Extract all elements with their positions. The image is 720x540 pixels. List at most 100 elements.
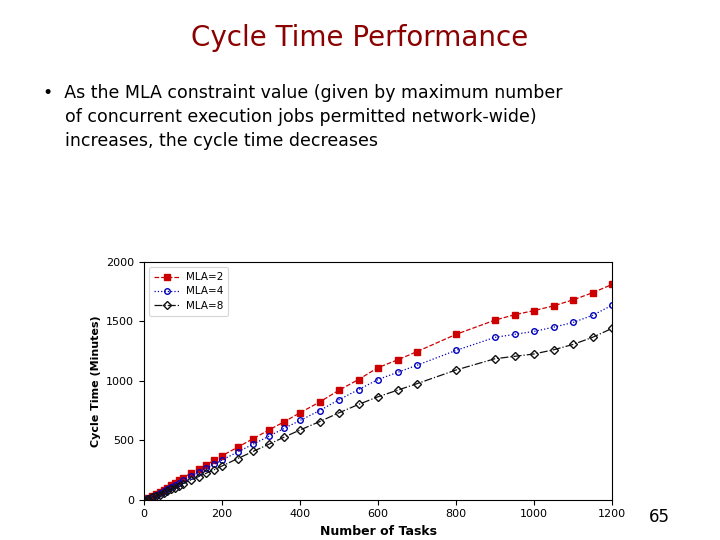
MLA=8 — [148, 494, 156, 501]
MLA=8 — [171, 484, 179, 491]
Text: 65: 65 — [649, 509, 670, 526]
MLA=2 — [491, 317, 500, 323]
MLA=2 — [588, 289, 597, 296]
MLA=4 — [148, 494, 156, 500]
MLA=4 — [171, 482, 179, 488]
MLA=4 — [186, 473, 195, 480]
MLA=4 — [143, 495, 152, 502]
Y-axis label: Cycle Time (Minutes): Cycle Time (Minutes) — [91, 315, 101, 447]
MLA=8 — [159, 490, 168, 496]
MLA=8 — [296, 427, 305, 433]
MLA=8 — [354, 401, 363, 408]
MLA=2 — [186, 470, 195, 477]
MLA=2 — [163, 484, 172, 491]
MLA=2 — [451, 331, 460, 338]
MLA=4 — [202, 465, 211, 471]
MLA=2 — [608, 281, 616, 288]
MLA=8 — [217, 463, 226, 469]
MLA=4 — [194, 469, 203, 475]
MLA=4 — [140, 496, 148, 503]
MLA=2 — [233, 444, 242, 450]
MLA=4 — [151, 492, 160, 498]
MLA=4 — [491, 334, 500, 341]
MLA=2 — [217, 453, 226, 459]
MLA=8 — [549, 347, 558, 353]
MLA=8 — [186, 477, 195, 483]
MLA=8 — [175, 482, 184, 489]
MLA=4 — [335, 396, 343, 403]
MLA=4 — [413, 362, 421, 368]
MLA=4 — [569, 319, 577, 326]
MLA=4 — [393, 369, 402, 376]
MLA=4 — [510, 331, 519, 338]
MLA=2 — [280, 418, 289, 425]
Line: MLA=2: MLA=2 — [141, 282, 615, 502]
MLA=2 — [179, 474, 187, 481]
MLA=2 — [171, 480, 179, 486]
X-axis label: Number of Tasks: Number of Tasks — [320, 525, 436, 538]
MLA=8 — [249, 448, 258, 455]
MLA=8 — [608, 325, 616, 332]
MLA=2 — [335, 387, 343, 394]
MLA=8 — [569, 341, 577, 348]
MLA=8 — [202, 470, 211, 476]
MLA=8 — [151, 492, 160, 499]
MLA=4 — [179, 477, 187, 483]
MLA=2 — [202, 462, 211, 468]
MLA=8 — [210, 467, 219, 473]
MLA=8 — [510, 353, 519, 360]
MLA=2 — [530, 307, 539, 314]
MLA=8 — [530, 351, 539, 357]
MLA=2 — [315, 399, 324, 406]
MLA=4 — [156, 490, 164, 497]
MLA=4 — [530, 328, 539, 335]
MLA=4 — [167, 484, 176, 490]
Text: increases, the cycle time decreases: increases, the cycle time decreases — [43, 132, 378, 150]
MLA=4 — [210, 461, 219, 467]
MLA=4 — [608, 302, 616, 308]
MLA=2 — [264, 427, 273, 433]
MLA=4 — [264, 433, 273, 440]
MLA=4 — [175, 480, 184, 486]
MLA=8 — [451, 367, 460, 373]
MLA=2 — [249, 435, 258, 442]
MLA=4 — [249, 441, 258, 447]
MLA=4 — [280, 425, 289, 431]
MLA=8 — [335, 409, 343, 416]
MLA=2 — [413, 348, 421, 355]
Line: MLA=8: MLA=8 — [141, 326, 615, 502]
MLA=4 — [233, 449, 242, 455]
MLA=2 — [510, 312, 519, 318]
MLA=8 — [491, 355, 500, 362]
MLA=4 — [354, 387, 363, 393]
MLA=8 — [167, 486, 176, 492]
Legend: MLA=2, MLA=4, MLA=8: MLA=2, MLA=4, MLA=8 — [149, 267, 228, 316]
MLA=8 — [140, 496, 148, 503]
MLA=2 — [354, 376, 363, 383]
MLA=8 — [163, 488, 172, 495]
MLA=2 — [549, 302, 558, 309]
MLA=8 — [143, 495, 152, 502]
MLA=4 — [163, 486, 172, 492]
Line: MLA=4: MLA=4 — [141, 302, 615, 502]
MLA=4 — [549, 324, 558, 330]
MLA=2 — [194, 465, 203, 472]
MLA=4 — [159, 488, 168, 495]
MLA=2 — [148, 493, 156, 500]
MLA=8 — [156, 491, 164, 498]
MLA=8 — [315, 418, 324, 425]
MLA=2 — [143, 495, 152, 501]
MLA=2 — [156, 489, 164, 495]
MLA=8 — [588, 334, 597, 341]
MLA=8 — [393, 387, 402, 394]
MLA=4 — [374, 376, 382, 383]
MLA=8 — [233, 455, 242, 462]
MLA=2 — [151, 491, 160, 497]
MLA=2 — [167, 482, 176, 489]
MLA=8 — [280, 434, 289, 440]
Text: Cycle Time Performance: Cycle Time Performance — [192, 24, 528, 52]
MLA=4 — [451, 347, 460, 354]
MLA=2 — [296, 409, 305, 416]
MLA=2 — [393, 356, 402, 363]
MLA=4 — [217, 457, 226, 463]
